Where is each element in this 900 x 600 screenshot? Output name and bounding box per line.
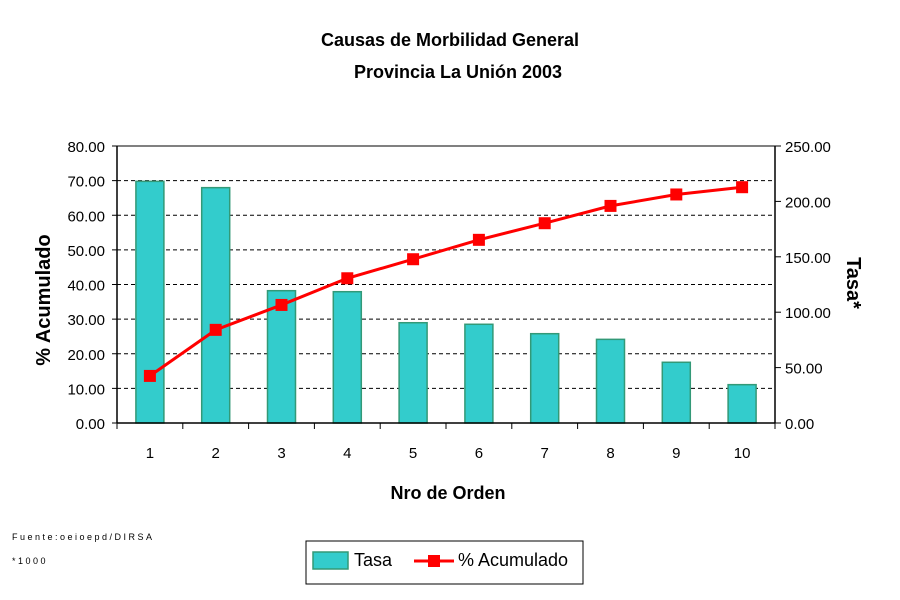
marker-acumulado [143,369,156,382]
gridlines [117,180,775,389]
x-tick-label: 10 [734,445,751,462]
x-tick-label: 6 [475,445,483,462]
y-left-tick-label: 10.00 [67,381,105,398]
bar-tasa [332,290,363,424]
bar-tasa [727,383,757,424]
y-axis-left-label: % Acumulado [33,234,55,366]
legend-label-acumulado: % Acumulado [458,550,568,570]
marker-acumulado [736,181,749,194]
source-note: Fuente:oeioepd/DIRSA [12,532,155,542]
x-tick-label: 1 [146,445,154,462]
bar-tasa [464,323,494,424]
bar-tasa [266,289,297,424]
bar-tasa [529,332,560,424]
x-tick-label: 3 [277,445,285,462]
chart-title: Causas de Morbilidad General [321,30,579,50]
y-left-tick-label: 60.00 [67,208,105,225]
bar-tasa [398,321,428,424]
y-right-tick-label: 100.00 [785,305,831,322]
x-axis-label: Nro de Orden [390,483,505,503]
x-tick-label: 7 [541,445,549,462]
x-tick-label: 2 [212,445,220,462]
axes: 0.0010.0020.0030.0040.0050.0060.0070.008… [67,139,830,462]
x-tick-label: 8 [606,445,614,462]
y-left-tick-label: 70.00 [67,174,105,191]
y-left-tick-label: 40.00 [67,278,105,295]
x-tick-label: 4 [343,445,351,462]
y-left-tick-label: 80.00 [67,139,105,156]
chart-subtitle: Provincia La Unión 2003 [354,62,562,82]
y-right-tick-label: 150.00 [785,250,831,267]
line-acumulado [143,181,749,382]
marker-acumulado [472,233,485,246]
y-left-tick-label: 20.00 [67,347,105,364]
y-left-tick-label: 0.00 [76,416,105,433]
y-left-tick-label: 50.00 [67,243,105,260]
x-tick-label: 9 [672,445,680,462]
marker-acumulado [341,272,354,285]
marker-acumulado [538,217,551,230]
y-right-tick-label: 250.00 [785,139,831,156]
y-axis-right-label: Tasa* [842,257,864,309]
y-left-tick-label: 30.00 [67,312,105,329]
marker-acumulado [275,298,288,311]
marker-acumulado [670,188,683,201]
bar-tasa [200,186,231,424]
x-tick-label: 5 [409,445,417,462]
bar-tasa [661,361,692,424]
y-right-tick-label: 50.00 [785,361,823,378]
bars-tasa [135,180,757,424]
legend-swatch-tasa [312,551,349,570]
legend: Tasa % Acumulado [305,540,584,585]
marker-acumulado [407,253,420,266]
y-right-tick-label: 0.00 [785,416,814,433]
marker-acumulado [209,323,222,336]
y-right-tick-label: 200.00 [785,194,831,211]
line-acumulado-path [149,185,743,378]
marker-acumulado [604,199,617,212]
multiplier-note: *1000 [12,556,48,566]
legend-marker-acumulado [428,555,440,567]
legend-label-tasa: Tasa [354,550,393,570]
bar-tasa [135,180,165,424]
bar-tasa [595,338,626,424]
